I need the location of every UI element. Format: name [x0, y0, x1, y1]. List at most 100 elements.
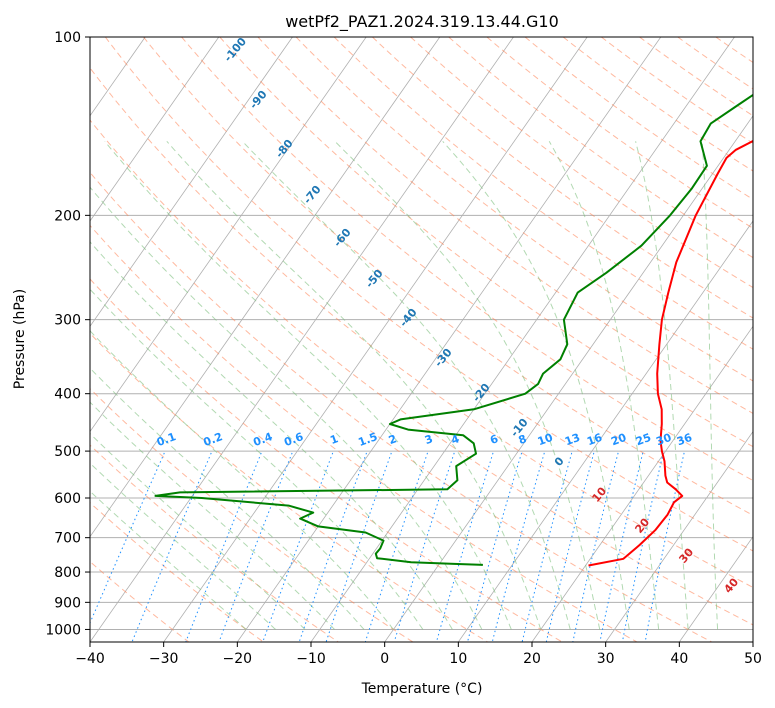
x-tick-label: −30 — [149, 651, 179, 667]
y-tick-label: 700 — [54, 531, 81, 547]
dry-adiabat-line — [90, 67, 753, 589]
moist-adiabat-line — [90, 288, 424, 630]
y-tick-label: 200 — [54, 208, 81, 224]
isotherm-line — [384, 115, 753, 642]
mixing-ratio-line — [491, 452, 545, 642]
mixing-ratio-line — [90, 452, 165, 625]
mixing-ratio-line — [521, 452, 573, 642]
dry-adiabat-line — [143, 37, 753, 516]
mixing-ratio-label: 4 — [449, 432, 461, 447]
x-tick-label: −20 — [223, 651, 253, 667]
dry-adiabat-line — [600, 37, 753, 144]
plot-frame — [89, 36, 754, 643]
moist-adiabat-line — [104, 140, 512, 630]
y-tick-label: 900 — [54, 595, 81, 611]
isotherm-line — [678, 536, 753, 642]
mixing-ratio-line — [298, 452, 367, 642]
y-tick-label: 800 — [54, 565, 81, 581]
moist-adiabat-line — [635, 141, 689, 630]
moist-adiabat-line — [442, 140, 630, 630]
dry-adiabat-line — [372, 37, 753, 319]
dewpoint-profile-line — [154, 93, 753, 566]
dry-adiabat-line — [104, 37, 753, 552]
moist-adiabat-line — [90, 241, 453, 630]
isotherm-line — [0, 37, 72, 642]
dry-adiabat-line — [90, 278, 563, 642]
mixing-ratio-label: 2 — [387, 432, 399, 447]
mixing-ratio-line — [325, 452, 392, 642]
mixing-ratio-label: 1 — [328, 432, 340, 447]
mixing-ratio-label: 16 — [585, 431, 604, 449]
dry-adiabat-line — [90, 444, 339, 642]
mixing-ratio-label: 0.2 — [202, 430, 225, 449]
moist-adiabat-line — [90, 186, 483, 630]
x-tick-label: 20 — [523, 651, 541, 667]
isotherm-line — [90, 37, 367, 433]
moist-adiabat-line — [548, 141, 660, 630]
temperature-profile-line — [588, 139, 753, 567]
y-tick-label: 300 — [54, 313, 81, 329]
mixing-ratio-line — [545, 452, 595, 642]
mixing-ratio-label: 10 — [536, 431, 555, 449]
isotherm-line — [90, 37, 293, 327]
chart-title: wetPf2_PAZ1.2024.319.13.44.G10 — [285, 12, 559, 32]
y-tick-label: 1000 — [45, 622, 81, 638]
x-tick-label: 30 — [597, 651, 615, 667]
dry-adiabat-line — [90, 119, 753, 626]
mixing-ratio-line — [644, 452, 685, 642]
isotherm-line — [90, 37, 220, 222]
mixing-ratio-label: 25 — [634, 431, 653, 448]
moist-adiabat-line — [90, 330, 394, 630]
isotherm-line — [310, 37, 735, 642]
mixing-ratio-line — [467, 452, 523, 642]
isotherm-line — [90, 37, 441, 538]
dry-adiabat-line — [90, 171, 712, 642]
mixing-ratio-line — [621, 452, 664, 642]
mixing-ratio-line — [572, 452, 619, 642]
y-tick-label: 500 — [54, 444, 81, 460]
isotherm-line — [163, 37, 588, 642]
mixing-ratio-label: 20 — [609, 431, 628, 449]
x-tick-label: 0 — [380, 651, 389, 667]
moist-adiabat-line — [90, 401, 335, 630]
y-tick-label: 100 — [54, 30, 81, 46]
moist-adiabat-line — [90, 367, 365, 630]
x-axis-label: Temperature (°C) — [361, 681, 483, 697]
mixing-ratio-label: 36 — [675, 431, 694, 449]
moist-adiabat-line — [334, 140, 601, 630]
dry-adiabat-line — [333, 37, 753, 350]
isotherm-line — [752, 641, 753, 642]
isotherm-line — [605, 430, 753, 642]
mixing-ratio-line — [364, 452, 428, 642]
moist-adiabat-line — [701, 141, 719, 630]
axis-ticks: −40 −30 −20 −10 0 10 20 30 40 5010020030040050060… — [45, 30, 762, 667]
y-axis-label: Pressure (hPa) — [12, 289, 28, 389]
dry-adiabat-line — [257, 37, 753, 414]
x-tick-label: 50 — [744, 651, 762, 667]
mixing-ratio-label: 1.5 — [357, 430, 380, 449]
x-tick-label: −40 — [75, 651, 105, 667]
dry-adiabat-line — [90, 332, 488, 642]
isotherm-line — [236, 37, 662, 642]
mixing-ratio-line — [599, 452, 644, 642]
mixing-ratio-label: 8 — [517, 432, 529, 447]
mixing-ratio-label: 0.6 — [282, 430, 305, 449]
x-tick-label: −10 — [296, 651, 326, 667]
isotherm-line — [531, 325, 753, 642]
dry-adiabat-line — [295, 37, 753, 382]
y-tick-label: 400 — [54, 387, 81, 403]
dry-adiabat-line — [448, 37, 753, 259]
mixing-ratio-label: 30 — [654, 431, 673, 449]
dry-adiabat-line — [90, 224, 638, 642]
mixing-ratio-label: 0.4 — [252, 430, 275, 449]
moist-adiabat-line — [90, 462, 276, 630]
y-tick-label: 600 — [54, 491, 81, 507]
plot-background — [90, 37, 753, 642]
mixing-ratio-label: 0.1 — [155, 430, 178, 449]
mixing-ratio-label: 3 — [423, 432, 435, 447]
dry-adiabat-line — [754, 37, 775, 642]
isotherm-line — [90, 37, 514, 642]
x-tick-label: 10 — [449, 651, 467, 667]
dry-adiabat-line — [90, 502, 264, 642]
